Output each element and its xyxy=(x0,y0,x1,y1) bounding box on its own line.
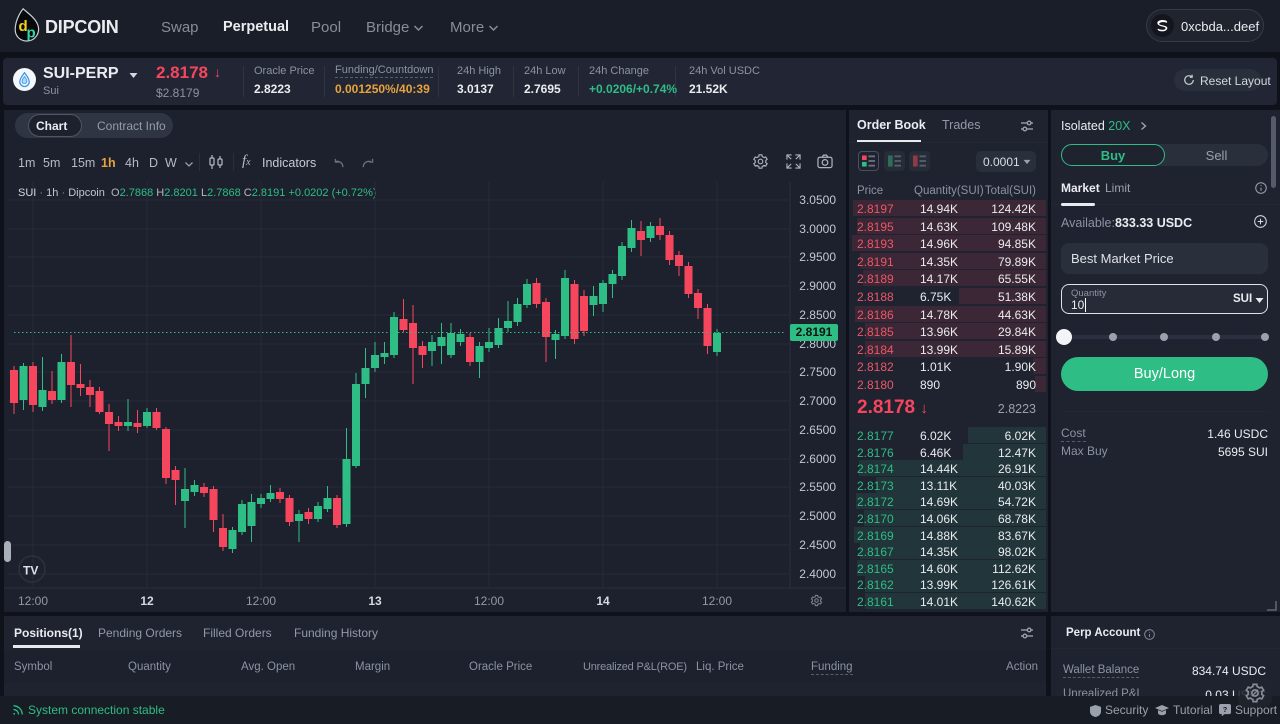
svg-text:?: ? xyxy=(1223,705,1228,714)
svg-text:TV: TV xyxy=(23,564,38,578)
svg-text:d: d xyxy=(19,18,28,35)
svg-text:p: p xyxy=(27,25,36,42)
